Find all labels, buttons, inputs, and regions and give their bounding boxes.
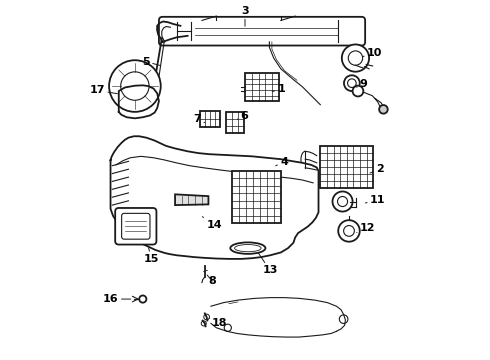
Text: 15: 15 <box>144 248 159 264</box>
FancyBboxPatch shape <box>115 208 156 244</box>
FancyBboxPatch shape <box>122 213 150 239</box>
Polygon shape <box>119 85 159 118</box>
Text: 17: 17 <box>90 85 118 95</box>
Text: 12: 12 <box>357 224 375 233</box>
Text: 7: 7 <box>194 114 205 124</box>
Bar <box>226 112 244 134</box>
Bar <box>320 145 373 188</box>
Text: 14: 14 <box>202 217 222 230</box>
Bar <box>200 111 220 127</box>
Bar <box>232 171 281 223</box>
Text: 13: 13 <box>258 253 278 275</box>
Text: 5: 5 <box>142 57 160 67</box>
Circle shape <box>333 192 353 212</box>
Polygon shape <box>175 194 208 205</box>
Text: 10: 10 <box>363 48 382 58</box>
Text: 3: 3 <box>241 6 249 26</box>
Ellipse shape <box>235 244 261 252</box>
Text: 1: 1 <box>272 84 285 94</box>
Circle shape <box>338 220 360 242</box>
Bar <box>245 73 279 101</box>
Text: 18: 18 <box>209 318 227 328</box>
Polygon shape <box>111 136 318 259</box>
Ellipse shape <box>230 242 266 254</box>
Text: 2: 2 <box>370 164 384 174</box>
Text: 16: 16 <box>103 294 131 304</box>
Circle shape <box>109 60 161 112</box>
Circle shape <box>353 86 364 96</box>
Circle shape <box>379 105 388 114</box>
Text: 9: 9 <box>357 79 368 89</box>
Text: 8: 8 <box>207 275 216 286</box>
Circle shape <box>342 44 369 72</box>
Text: 6: 6 <box>237 111 248 121</box>
Text: 11: 11 <box>366 195 385 205</box>
Text: 4: 4 <box>276 157 288 167</box>
FancyBboxPatch shape <box>159 17 365 45</box>
Circle shape <box>344 75 360 91</box>
